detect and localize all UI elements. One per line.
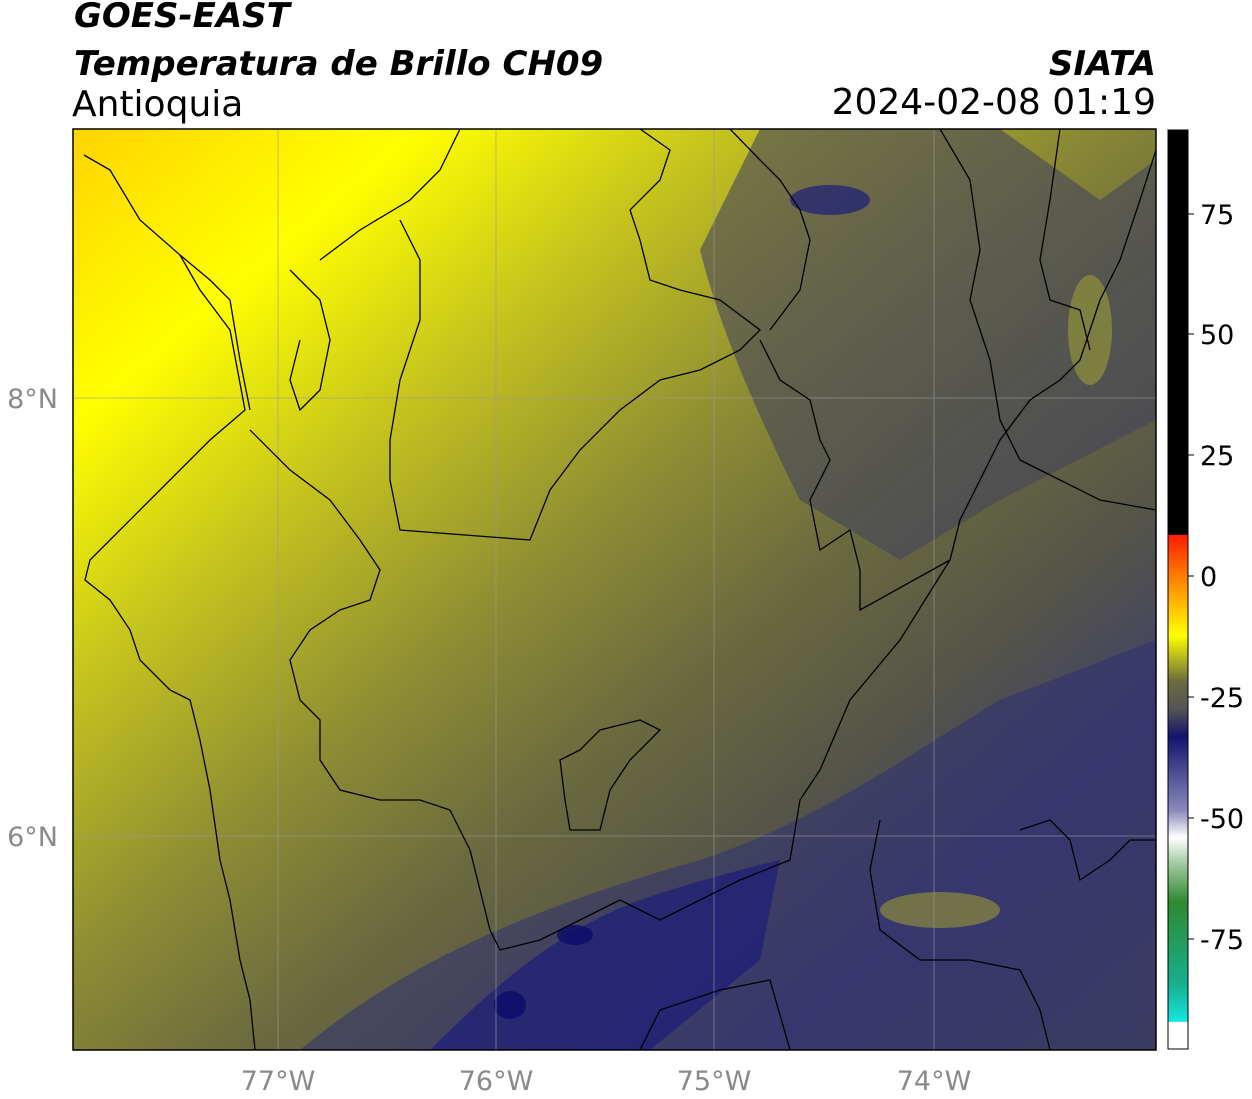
lon-label-74w: 74°W [897,1066,972,1097]
map-raster [73,129,1156,1050]
lon-label-76w: 76°W [459,1066,534,1097]
colorbar-tick-neg75: -75 [1200,925,1244,956]
lon-label-77w: 77°W [241,1066,316,1097]
lat-label-6n: 6°N [7,822,58,853]
colorbar-tick-neg50: -50 [1200,804,1244,835]
colorbar-tick-50: 50 [1200,320,1234,351]
map-frame [72,128,1157,1051]
lat-label-8n: 8°N [7,384,58,415]
datetime-label: 2024-02-08 01:19 [831,82,1156,123]
colorbar-tick-0: 0 [1200,562,1217,593]
satellite-title: GOES-EAST [74,0,290,36]
product-title: Temperatura de Brillo CH09 [74,44,604,84]
lon-label-75w: 75°W [677,1066,752,1097]
colorbar-tick-25: 25 [1200,441,1234,472]
boundaries [83,129,1156,1050]
region-label: Antioquia [72,84,244,125]
colorbar: 75 50 25 0 -25 -50 -75 [1167,129,1244,1050]
agency-label: SIATA [1048,44,1156,84]
gridlines [73,129,1156,1050]
colorbar-tick-neg25: -25 [1200,683,1244,714]
colorbar-tick-75: 75 [1200,200,1234,231]
